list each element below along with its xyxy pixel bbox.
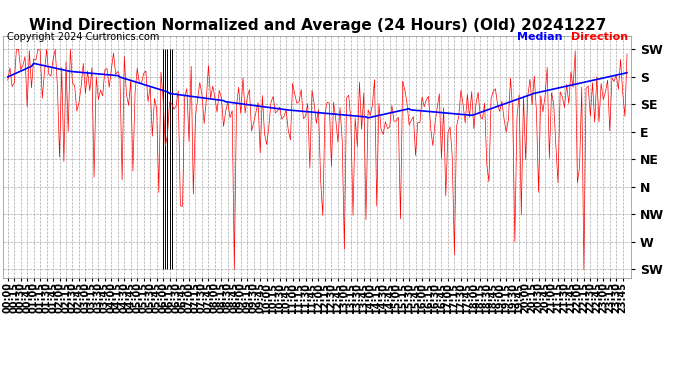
Text: Copyright 2024 Curtronics.com: Copyright 2024 Curtronics.com <box>7 32 159 42</box>
Title: Wind Direction Normalized and Average (24 Hours) (Old) 20241227: Wind Direction Normalized and Average (2… <box>29 18 606 33</box>
Text: Median: Median <box>517 32 562 42</box>
Text: Direction: Direction <box>571 32 628 42</box>
